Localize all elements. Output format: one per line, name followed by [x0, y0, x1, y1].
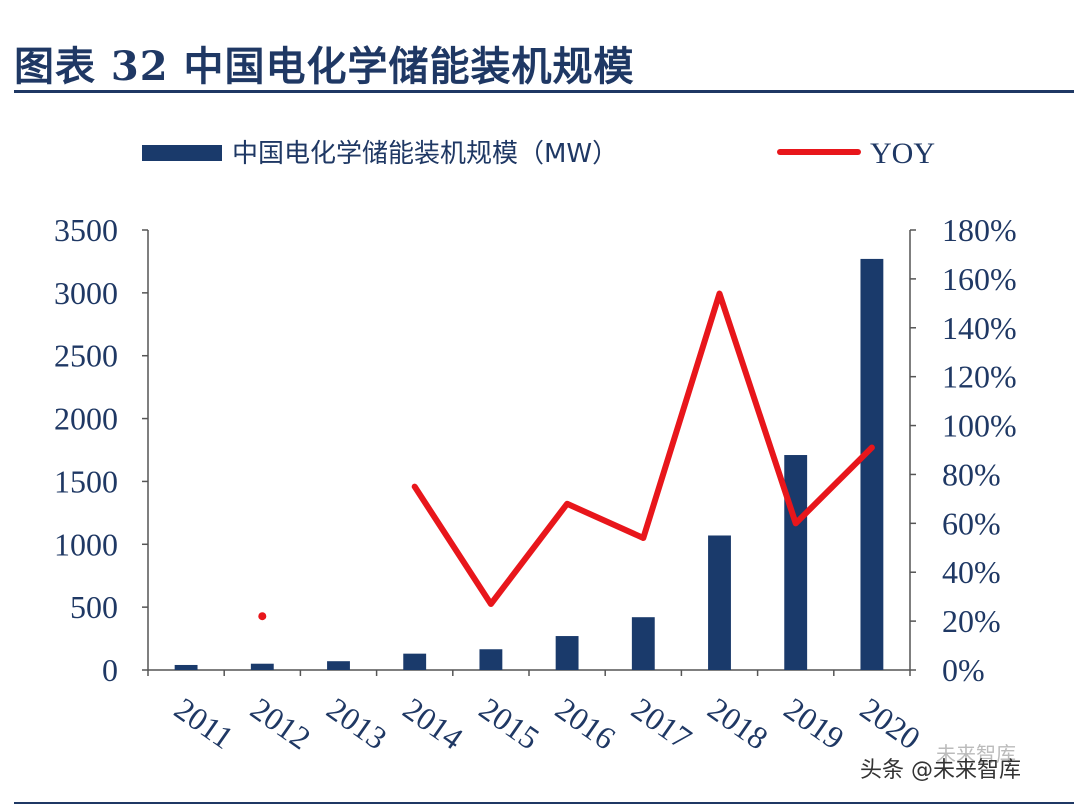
bar-2016 [555, 636, 579, 670]
bar-2012 [250, 663, 274, 670]
x-tick-label: 2011 [168, 690, 240, 756]
x-tick-label: 2019 [778, 690, 851, 756]
y-left-tick-label: 2500 [54, 338, 118, 374]
watermark-faint: 未来智库 [936, 742, 1016, 766]
bars [174, 258, 884, 670]
y-right-tick-label: 120% [942, 359, 1017, 395]
y-left-tick-label: 1000 [54, 526, 118, 562]
title-divider [14, 90, 1074, 93]
legend-label-bar: 中国电化学储能装机规模（MW） [232, 139, 618, 169]
bar-2019 [784, 455, 808, 670]
y-left-tick-label: 3500 [54, 212, 118, 248]
y-right-tick-label: 40% [942, 554, 1001, 590]
yoy-line-series [258, 290, 875, 621]
x-tick-label: 2016 [549, 690, 622, 756]
x-tick-label: 2017 [625, 690, 698, 756]
y-right-tick-label: 100% [942, 408, 1017, 444]
y-right-tick-label: 0% [942, 652, 985, 688]
bar-2011 [174, 664, 198, 670]
y-left-tick-label: 0 [102, 652, 118, 688]
y-right-tick-label: 140% [942, 310, 1017, 346]
legend-swatch-bar [142, 145, 222, 161]
y-right-tick-label: 60% [942, 505, 1001, 541]
y-right-tick-label: 160% [942, 261, 1017, 297]
bar-2014 [403, 653, 427, 670]
y-left-tick-label: 500 [70, 589, 118, 625]
x-tick-label: 2015 [473, 690, 546, 756]
x-tick-label: 2018 [701, 690, 774, 756]
x-tick-label: 2013 [320, 690, 393, 756]
x-tick-label: 2012 [244, 690, 317, 756]
watermark: 头条 @未来智库 [860, 758, 1021, 783]
yoy-point [258, 612, 267, 621]
bar-2015 [479, 649, 503, 670]
y-left-tick-label: 1500 [54, 463, 118, 499]
y-right-tick-label: 20% [942, 603, 1001, 639]
axes [142, 229, 916, 676]
x-tick-label: 2020 [854, 690, 927, 756]
bar-2017 [631, 617, 655, 670]
y-left-tick-label: 3000 [54, 275, 118, 311]
bottom-divider [14, 802, 1074, 804]
x-tick-label: 2014 [397, 690, 470, 756]
legend-label-line: YOY [870, 137, 935, 170]
yoy-line-segment-1 [411, 290, 875, 607]
bar-2020 [860, 258, 884, 670]
bar-2013 [327, 661, 350, 670]
bar-2018 [708, 535, 731, 670]
legend: 中国电化学储能装机规模（MW） YOY [142, 137, 935, 170]
page-title: 图表 32 中国电化学储能装机规模 [14, 43, 635, 90]
y-left-tick-label: 2000 [54, 401, 118, 437]
y-right-tick-label: 180% [942, 212, 1017, 248]
y-right-tick-label: 80% [942, 456, 1001, 492]
